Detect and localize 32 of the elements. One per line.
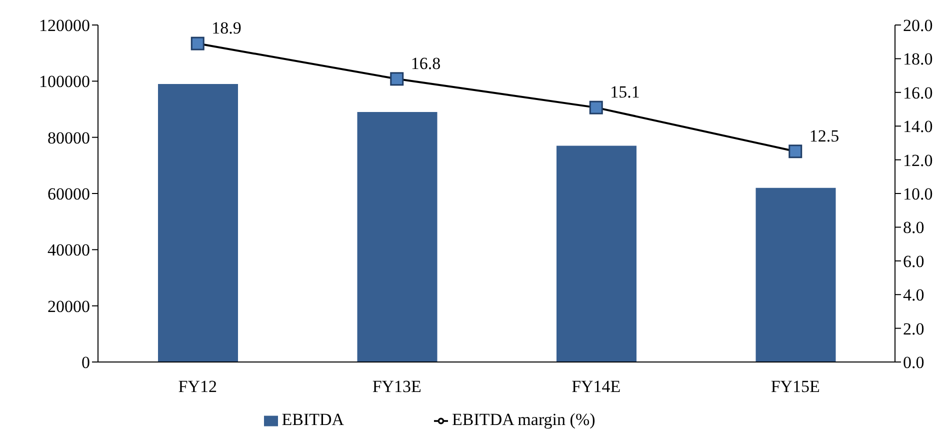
- y-tick-label: 80000: [48, 128, 90, 148]
- x-tick-label: FY12: [178, 377, 217, 396]
- bar: [158, 84, 238, 362]
- y2-tick-label: 6.0: [903, 252, 924, 271]
- bar: [756, 188, 836, 362]
- legend-label: EBITDA margin (%): [452, 410, 596, 429]
- data-label: 16.8: [410, 54, 441, 73]
- y-tick-label: 120000: [39, 16, 90, 36]
- x-tick-label: FY15E: [770, 377, 820, 396]
- y2-tick-label: 18.0: [903, 50, 933, 69]
- y2-tick-label: 20.0: [903, 16, 933, 36]
- data-label: 12.5: [809, 126, 840, 146]
- legend-label: EBITDA: [282, 410, 344, 429]
- y2-tick-label: 10.0: [903, 184, 933, 204]
- y2-tick-label: 0.0: [903, 353, 924, 372]
- y-tick-label: 60000: [48, 184, 90, 204]
- y2-tick-label: 2.0: [903, 319, 924, 338]
- x-tick-label: FY14E: [572, 377, 621, 396]
- y2-tick-label: 4.0: [903, 286, 924, 305]
- y-tick-label: 40000: [48, 240, 90, 260]
- bar: [556, 146, 636, 362]
- y-tick-label: 100000: [39, 72, 90, 92]
- data-label: 15.1: [610, 82, 640, 102]
- y2-tick-label: 8.0: [903, 218, 924, 238]
- bar: [357, 112, 438, 362]
- y-tick-label: 20000: [48, 296, 90, 316]
- y-tick-label: 0: [82, 353, 90, 372]
- y2-tick-label: 14.0: [903, 117, 933, 136]
- x-tick-label: FY13E: [372, 377, 422, 396]
- y2-tick-label: 12.0: [903, 150, 933, 170]
- y2-tick-label: 16.0: [903, 83, 933, 102]
- data-label: 18.9: [212, 18, 242, 38]
